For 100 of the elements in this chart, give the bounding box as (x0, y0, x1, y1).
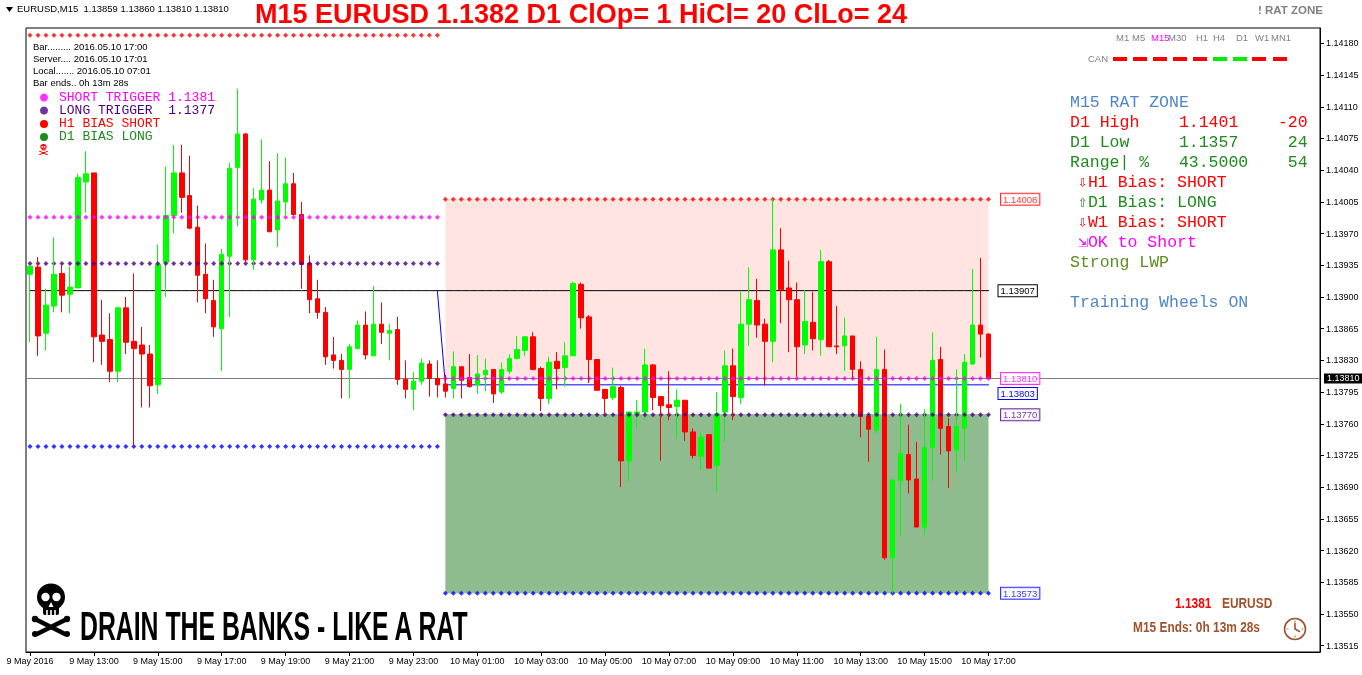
candlestick (578, 281, 584, 330)
candlestick (91, 172, 97, 363)
candlestick (626, 411, 632, 483)
candlestick (163, 166, 169, 298)
candlestick (267, 160, 272, 233)
candlestick (826, 259, 832, 348)
candlestick (395, 316, 400, 386)
data-label: 1.13770 (1003, 409, 1038, 421)
candlestick (882, 349, 887, 561)
y-tick-label: 1.14005 (1326, 196, 1359, 207)
candlestick (187, 155, 192, 230)
annotation: Bar......... 2016.05.10 17:00 (33, 41, 148, 52)
y-tick-label: 1.13585 (1326, 577, 1359, 588)
candlestick (179, 144, 185, 214)
candlestick (155, 243, 161, 395)
y-tick-label: 1.13515 (1326, 640, 1359, 651)
candlestick (834, 305, 839, 355)
x-tick-label: 10 May 15:00 (897, 655, 952, 666)
text: H1 (1196, 32, 1209, 43)
candlestick (746, 266, 752, 347)
candlestick (594, 358, 600, 391)
text: ⇩H1 Bias: SHORT (1078, 173, 1227, 192)
y-tick-label: 1.13725 (1326, 450, 1359, 461)
candlestick (538, 366, 544, 412)
candlestick (754, 278, 760, 339)
y-tick-label: 1.13935 (1326, 260, 1359, 271)
candlestick (938, 346, 943, 456)
candlestick (690, 427, 696, 459)
text: ! RAT ZONE (1258, 4, 1323, 17)
candlestick (914, 441, 919, 528)
y-tick-label: 1.13655 (1326, 513, 1359, 524)
y-tick-label: 1.13620 (1326, 545, 1359, 556)
candlestick (906, 424, 911, 495)
candlestick (642, 348, 648, 421)
text: D1 High 1.1401 -20 (1070, 113, 1308, 132)
candlestick (530, 331, 536, 371)
candlestick (355, 320, 360, 351)
candlestick (706, 434, 712, 469)
y-tick-label: 1.14075 (1326, 133, 1359, 144)
x-tick-label: 10 May 03:00 (513, 655, 569, 666)
candlestick (123, 296, 129, 355)
candlestick (618, 385, 624, 488)
y-tick-label: 1.14180 (1326, 38, 1359, 49)
x-tick-label: 10 May 13:00 (833, 655, 888, 666)
candlestick (866, 413, 871, 463)
text: D1 Low 1.1357 24 (1070, 133, 1308, 152)
candlestick (698, 431, 704, 470)
candlestick (842, 317, 847, 372)
candlestick (507, 353, 512, 375)
x-tick-label: 10 May 11:00 (769, 655, 824, 666)
candlestick (714, 391, 720, 493)
candlestick (962, 353, 967, 462)
candlestick (570, 281, 576, 357)
data-label: 1.13803 (1000, 387, 1035, 399)
text: M15 (1151, 32, 1170, 43)
candlestick (371, 285, 376, 357)
annotation: Bar ends.. 0h 13m 28s (33, 77, 129, 88)
x-tick-label: 10 May 01:00 (450, 655, 505, 666)
candlestick (970, 268, 975, 366)
candlestick (522, 335, 528, 357)
candlestick (107, 312, 113, 383)
candlestick (171, 144, 177, 235)
candlestick (99, 299, 105, 366)
candlestick (818, 249, 824, 357)
x-tick-label: 9 May 21:00 (324, 655, 375, 666)
candlestick (682, 399, 688, 442)
text: M1 (1116, 32, 1130, 43)
candlestick (43, 288, 49, 351)
y-tick-label: 1.13690 (1326, 482, 1359, 493)
text: EURUSD,M15 1.13859 1.13860 1.13810 1.13810 (17, 3, 229, 14)
candlestick (379, 301, 384, 345)
annotation: D1 BIAS LONG (59, 129, 153, 144)
x-tick-label: 9 May 19:00 (260, 655, 311, 666)
candlestick (139, 326, 145, 408)
text: M30 (1168, 32, 1187, 43)
candlestick (634, 399, 640, 429)
candlestick (978, 257, 983, 359)
x-tick-label: 10 May 17:00 (961, 655, 1016, 666)
candlestick (722, 349, 728, 443)
candlestick (427, 359, 432, 398)
y-tick-label: 1.13970 (1326, 228, 1359, 239)
candlestick (810, 291, 816, 351)
data-label: 1.13907 (1000, 285, 1035, 297)
y-tick-label: 1.14145 (1326, 70, 1359, 81)
candlestick (67, 265, 73, 314)
candlestick (283, 157, 288, 217)
x-tick-label: 10 May 09:00 (705, 655, 761, 666)
data-label: 1.13573 (1003, 587, 1038, 599)
text: H4 (1213, 32, 1226, 43)
text: ⇩W1 Bias: SHORT (1078, 213, 1227, 232)
y-tick-label: 1.14040 (1326, 165, 1359, 176)
candlestick (778, 227, 784, 324)
candlestick (275, 152, 280, 248)
legend-label: LONG TRIGGER 1.1377 (59, 103, 216, 118)
candlestick (331, 336, 336, 370)
candlestick (738, 291, 744, 405)
y-tick-label: 1.14110 (1326, 101, 1358, 112)
candlestick (307, 254, 312, 314)
annotation: DRAIN THE BANKS - LIKE A RAT (80, 604, 468, 648)
candlestick (323, 306, 328, 366)
